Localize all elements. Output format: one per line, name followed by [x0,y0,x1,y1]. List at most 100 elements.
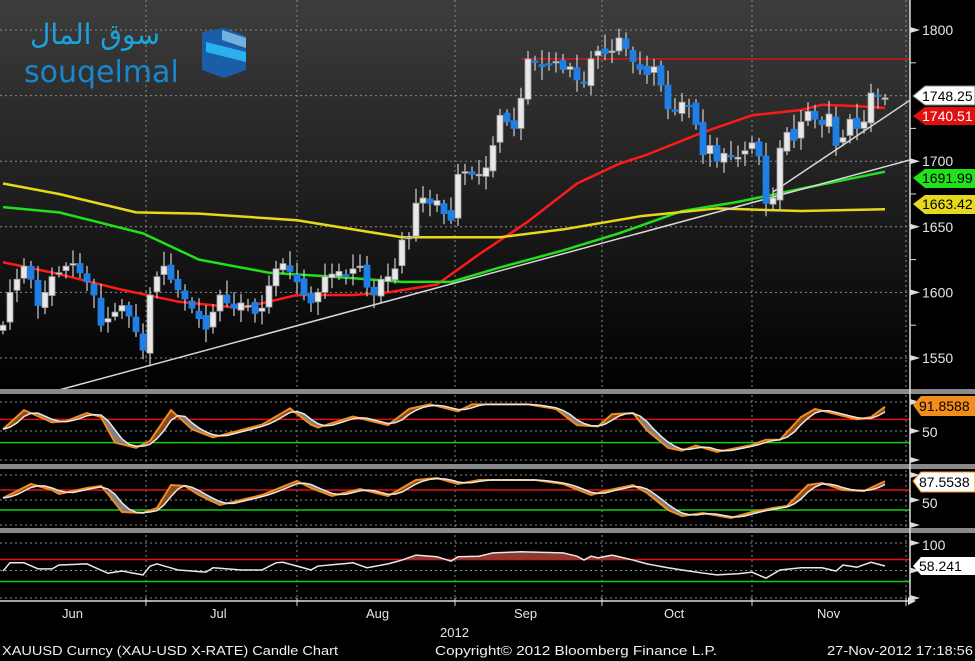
candle-body [706,145,714,154]
candle-body [153,276,161,293]
candle-body [90,283,98,296]
month-label: Aug [366,606,389,621]
candle-body [832,116,840,146]
candle-body [132,316,140,333]
candle-body [41,291,49,309]
candle [244,298,252,312]
candle-body [391,268,399,281]
candle [69,250,77,277]
candle-body [125,305,133,317]
candle-body [83,273,91,283]
rsi-overbought-fill [521,551,528,560]
candle-body [433,200,441,206]
osc-fill [661,498,668,510]
candle-body [440,203,448,215]
k-line [2,403,886,453]
pane-separator[interactable] [0,464,975,469]
osc-tick-icon [910,567,920,574]
candle [678,92,686,122]
candle [419,186,427,213]
candle-body [174,278,182,291]
candle [426,189,434,217]
candle [132,303,140,338]
candle [272,260,280,297]
candle [874,88,882,109]
candle [671,97,679,116]
candle-body [13,278,21,291]
candle-body [783,131,791,152]
candle [839,129,847,147]
candle [251,298,259,323]
price-tick-label: 1600 [922,284,953,300]
oscillator-2-label: 87.5538 50 [912,471,975,511]
candle [167,253,175,284]
candle [104,306,112,333]
rsi-label: 100 58.241 [913,537,975,575]
candle-body [489,145,497,172]
candle-body [713,145,721,162]
candle-body [853,117,861,129]
pane-separator[interactable] [0,389,975,394]
candle [727,140,735,160]
candle-body [251,301,259,314]
osc-fill [164,485,171,505]
price-tick-label: 1650 [922,219,953,235]
candle [818,116,826,138]
candle-body [188,300,196,309]
candle-body [20,265,28,279]
candle-body [342,274,350,278]
candle [300,269,308,301]
candle [846,113,854,144]
osc-fill [570,414,577,426]
candle [475,159,483,185]
candle [223,280,231,307]
moving-average-line [2,170,886,284]
osc-fill [157,420,164,439]
candle-body [755,141,763,157]
oscillator-panes [0,399,920,601]
candle-body [825,113,833,127]
candle [643,55,651,84]
osc-fill [199,490,206,499]
candle-body [195,310,203,320]
osc-fill [654,429,661,443]
candle-body [692,102,700,125]
candle-body [846,118,854,136]
rsi-overbought-fill [528,551,535,560]
candle [531,55,539,71]
month-label: Sep [514,606,537,621]
svg-text:87.5538: 87.5538 [919,474,970,490]
candle-body [545,63,553,66]
candle-body [734,156,742,160]
candle [482,155,490,190]
candle-body [216,294,224,312]
svg-text:1748.25: 1748.25 [922,88,973,104]
rsi-overbought-fill [556,552,563,560]
candle-body [181,290,189,300]
rsi-overbought-fill [549,552,556,560]
osc-fill [402,408,409,420]
candle [496,108,504,153]
candle [720,148,728,173]
candle-body [804,110,812,122]
osc-tick-icon [910,540,920,546]
candle [265,275,273,314]
candle-body [538,64,546,68]
price-tick-icon [910,223,920,230]
candle [293,262,301,294]
price-tick-label: 1550 [922,350,953,366]
candle [489,136,497,178]
candles [0,28,889,367]
svg-text:50: 50 [922,495,938,511]
candle [20,258,28,284]
price-tick-icon [910,289,920,296]
candle [776,140,784,211]
candle [580,71,588,88]
candle-body [300,278,308,296]
candle-body [356,265,364,269]
candle-body [230,303,238,309]
rsi-line [2,551,886,580]
osc-tick-icon [910,399,920,405]
candle-body [643,65,651,76]
pane-separator[interactable] [0,528,975,533]
